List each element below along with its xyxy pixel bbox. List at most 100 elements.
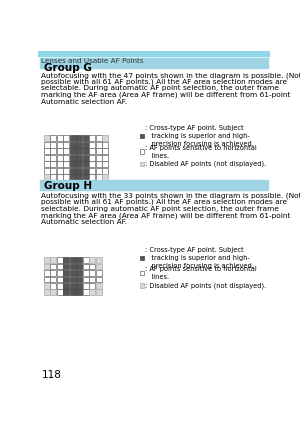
Bar	[83, 142, 88, 148]
Text: possible with all 61 AF points.) All the AF area selection modes are: possible with all 61 AF points.) All the…	[41, 79, 287, 85]
Bar	[96, 155, 102, 161]
Bar	[76, 277, 82, 282]
Bar	[76, 283, 82, 289]
Bar	[70, 142, 76, 148]
Bar	[50, 135, 56, 141]
Bar	[63, 142, 69, 148]
Bar	[76, 155, 82, 161]
Bar	[63, 289, 69, 295]
Bar	[57, 264, 62, 269]
Bar	[57, 289, 62, 295]
Bar	[57, 277, 62, 282]
Text: : AF points sensitive to horizontal
   lines.: : AF points sensitive to horizontal line…	[145, 145, 257, 159]
Bar	[50, 264, 56, 269]
Bar	[140, 255, 144, 260]
Bar	[83, 174, 88, 180]
Text: : Disabled AF points (not displayed).: : Disabled AF points (not displayed).	[145, 161, 266, 167]
Bar	[76, 174, 82, 180]
Text: selectable. During automatic AF point selection, the outer frame: selectable. During automatic AF point se…	[41, 85, 279, 91]
Bar	[57, 155, 62, 161]
Text: Lenses and Usable AF Points: Lenses and Usable AF Points	[41, 58, 144, 64]
Bar	[89, 174, 95, 180]
Bar	[89, 135, 95, 141]
Bar	[44, 270, 50, 276]
Bar	[140, 271, 144, 275]
Bar	[70, 270, 76, 276]
Bar	[83, 257, 88, 263]
Bar	[96, 168, 102, 173]
Bar	[89, 142, 95, 148]
Bar	[57, 135, 62, 141]
Bar	[44, 264, 50, 269]
Bar	[89, 257, 95, 263]
Bar	[76, 264, 82, 269]
Bar	[70, 289, 76, 295]
Bar	[44, 148, 50, 154]
Bar	[50, 155, 56, 161]
Bar	[50, 277, 56, 282]
Text: Group G: Group G	[44, 63, 92, 73]
Bar	[70, 264, 76, 269]
Bar	[96, 174, 102, 180]
Bar	[40, 58, 268, 68]
Bar	[63, 283, 69, 289]
Bar	[70, 155, 76, 161]
Bar	[50, 168, 56, 173]
Bar	[44, 174, 50, 180]
Bar	[83, 161, 88, 167]
Bar	[50, 283, 56, 289]
Bar	[140, 283, 144, 288]
Bar	[76, 161, 82, 167]
Bar	[96, 283, 102, 289]
Text: possible with all 61 AF points.) All the AF area selection modes are: possible with all 61 AF points.) All the…	[41, 199, 287, 206]
Bar	[57, 270, 62, 276]
Bar	[89, 277, 95, 282]
Bar	[89, 283, 95, 289]
Bar	[57, 283, 62, 289]
Text: Group H: Group H	[44, 181, 92, 191]
Bar	[57, 257, 62, 263]
Text: marking the AF area (Area AF frame) will be different from 61-point: marking the AF area (Area AF frame) will…	[41, 212, 291, 219]
Bar	[70, 283, 76, 289]
Bar	[50, 161, 56, 167]
Bar	[76, 270, 82, 276]
Text: 118: 118	[41, 370, 61, 380]
Bar	[63, 277, 69, 282]
Bar	[102, 155, 108, 161]
Bar	[83, 135, 88, 141]
Bar	[83, 277, 88, 282]
Bar	[96, 277, 102, 282]
Bar	[63, 264, 69, 269]
Bar	[140, 134, 144, 138]
Bar	[102, 148, 108, 154]
Bar	[44, 289, 50, 295]
Bar	[63, 148, 69, 154]
Bar	[76, 148, 82, 154]
Text: Autofocusing with the 47 points shown in the diagram is possible. (Not: Autofocusing with the 47 points shown in…	[41, 72, 300, 79]
Bar	[102, 135, 108, 141]
Bar	[70, 257, 76, 263]
Bar	[50, 257, 56, 263]
Text: : Disabled AF points (not displayed).: : Disabled AF points (not displayed).	[145, 283, 266, 289]
Bar	[63, 257, 69, 263]
Bar	[76, 257, 82, 263]
Bar	[96, 264, 102, 269]
Bar	[89, 161, 95, 167]
Bar	[83, 155, 88, 161]
Text: : AF points sensitive to horizontal
   lines.: : AF points sensitive to horizontal line…	[145, 266, 257, 280]
Text: Automatic selection AF.: Automatic selection AF.	[41, 219, 128, 225]
Bar	[89, 270, 95, 276]
Bar	[89, 168, 95, 173]
Bar	[70, 168, 76, 173]
Text: marking the AF area (Area AF frame) will be different from 61-point: marking the AF area (Area AF frame) will…	[41, 92, 291, 99]
Bar	[140, 149, 144, 154]
Text: Autofocusing with the 33 points shown in the diagram is possible. (Not: Autofocusing with the 33 points shown in…	[41, 192, 300, 199]
Bar	[63, 270, 69, 276]
Bar	[140, 162, 144, 166]
Bar	[44, 135, 50, 141]
Bar	[76, 168, 82, 173]
Bar	[70, 174, 76, 180]
Text: Automatic selection AF.: Automatic selection AF.	[41, 99, 128, 104]
Bar	[96, 148, 102, 154]
Bar	[44, 257, 50, 263]
